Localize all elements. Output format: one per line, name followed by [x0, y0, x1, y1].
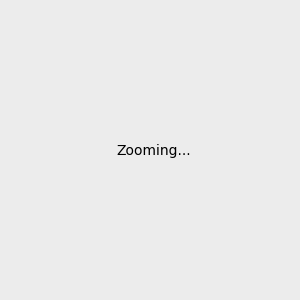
- Text: Zooming...: Zooming...: [116, 145, 191, 158]
